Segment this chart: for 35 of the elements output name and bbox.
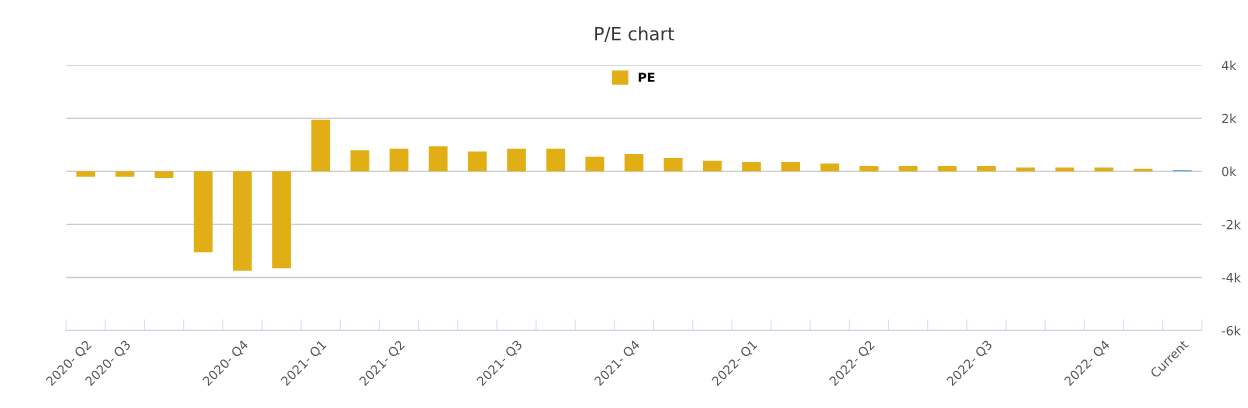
legend-label: PE (638, 72, 655, 82)
bar (546, 148, 566, 172)
bar (663, 158, 683, 172)
bar (1094, 167, 1114, 172)
bar (76, 171, 96, 177)
bar (232, 171, 252, 271)
y-tick-label: 2k (1222, 113, 1237, 124)
bar (507, 148, 526, 172)
bar (859, 166, 879, 172)
bar (898, 166, 918, 172)
bar (311, 119, 331, 172)
bar (585, 156, 605, 172)
bar (467, 151, 487, 172)
bar (1016, 167, 1035, 172)
y-tick-label: -4k (1221, 272, 1241, 283)
bar (115, 171, 135, 177)
bar (702, 160, 722, 172)
y-tick-label: 4k (1221, 60, 1237, 71)
chart-title: P/E chart (595, 26, 675, 42)
y-tick-label: 0k (1222, 166, 1237, 177)
bar (820, 163, 840, 172)
bar (350, 150, 370, 172)
bar (154, 171, 174, 178)
bar (389, 148, 409, 172)
bar (193, 171, 213, 253)
bar (937, 166, 957, 172)
y-tick-label: -6k (1221, 325, 1241, 336)
bar (742, 162, 761, 172)
bar (977, 166, 996, 172)
bar (624, 154, 644, 172)
bar (781, 162, 801, 172)
bar (1055, 167, 1075, 172)
bar (428, 146, 448, 172)
y-tick-label: -2k (1221, 219, 1241, 230)
bar (272, 171, 291, 269)
